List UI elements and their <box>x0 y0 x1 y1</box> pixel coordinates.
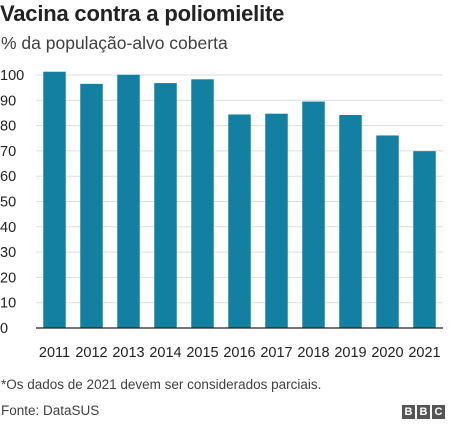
bar-2018 <box>302 101 325 328</box>
x-tick-label-2017: 2017 <box>260 345 292 361</box>
y-tick-label-40: 40 <box>0 220 16 236</box>
bar-2011 <box>43 71 66 328</box>
x-tick-label-2021: 2021 <box>408 345 440 361</box>
x-tick-label-2014: 2014 <box>149 345 181 361</box>
y-tick-label-70: 70 <box>0 144 16 160</box>
y-tick-label-20: 20 <box>0 270 16 286</box>
x-tick-label-2020: 2020 <box>371 345 403 361</box>
y-tick-label-100: 100 <box>0 68 24 84</box>
bar-2013 <box>117 74 140 328</box>
x-tick-label-2013: 2013 <box>112 345 144 361</box>
y-tick-label-0: 0 <box>0 321 8 337</box>
x-tick-label-2012: 2012 <box>75 345 107 361</box>
bar-2019 <box>339 114 362 328</box>
bbc-logo-letter-b2: B <box>417 405 430 419</box>
bbc-logo: B B C <box>402 405 445 419</box>
chart-subtitle: % da população-alvo coberta <box>1 33 228 53</box>
bar-2012 <box>80 83 103 328</box>
y-tick-label-30: 30 <box>0 245 16 261</box>
y-tick-label-60: 60 <box>0 169 16 185</box>
x-tick-label-2011: 2011 <box>39 345 70 361</box>
bbc-logo-letter-c: C <box>432 405 445 419</box>
x-tick-label-2019: 2019 <box>334 345 366 361</box>
y-tick-label-10: 10 <box>0 296 16 312</box>
x-tick-label-2018: 2018 <box>297 345 329 361</box>
y-tick-label-90: 90 <box>0 93 16 109</box>
bar-2014 <box>154 83 177 328</box>
bar-2020 <box>376 135 399 328</box>
footnote: *Os dados de 2021 devem ser considerados… <box>1 377 322 392</box>
chart-title: Vacina contra a poliomielite <box>0 1 285 26</box>
x-tick-label-2015: 2015 <box>186 345 218 361</box>
x-tick-label-2016: 2016 <box>223 345 255 361</box>
y-tick-label-80: 80 <box>0 119 16 135</box>
bar-chart: 0 10 20 30 40 50 60 70 80 90 100 2011 2012 2013 2014 20… <box>0 68 443 361</box>
bar-2015 <box>191 79 214 329</box>
y-tick-label-50: 50 <box>0 195 16 211</box>
bar-2021 <box>413 151 436 328</box>
bar-2016 <box>228 114 251 328</box>
source-note: Fonte: DataSUS <box>1 403 100 418</box>
bar-2017 <box>265 113 288 328</box>
bbc-logo-letter-b1: B <box>402 405 415 419</box>
